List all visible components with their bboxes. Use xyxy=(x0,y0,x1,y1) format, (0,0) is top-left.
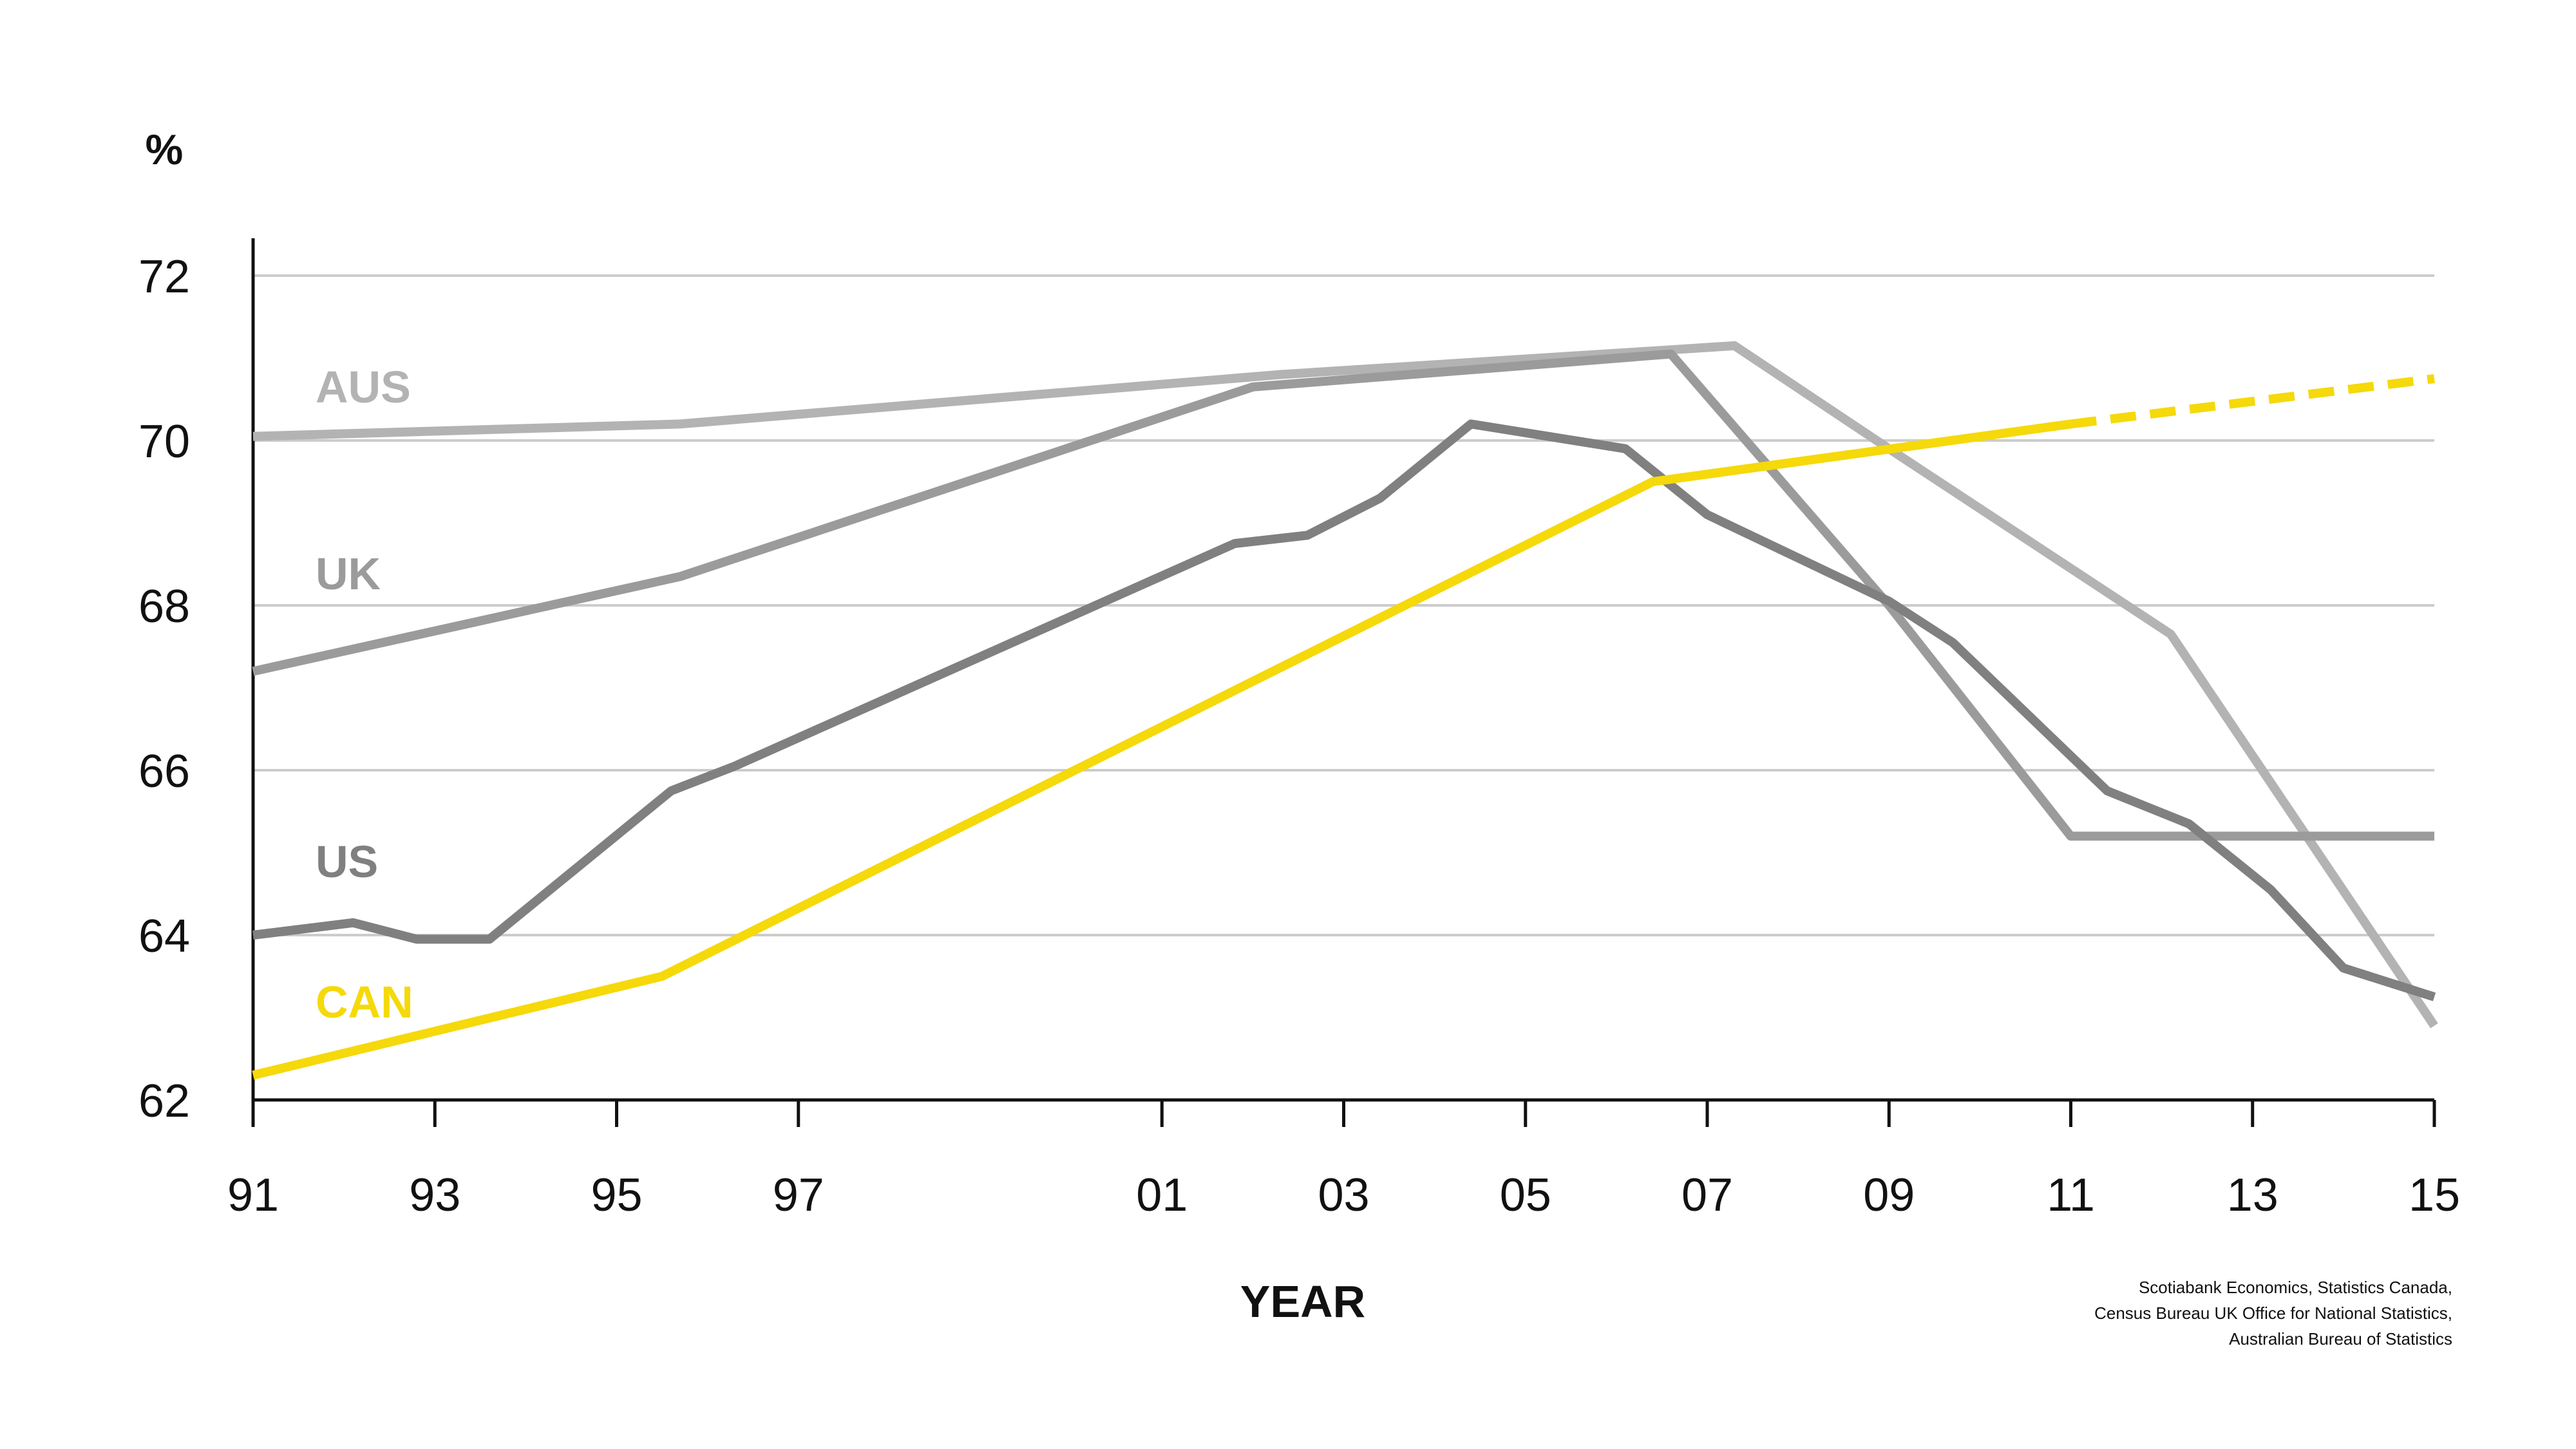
x-tick-label: 11 xyxy=(2047,1170,2095,1221)
x-tick-label: 97 xyxy=(773,1170,824,1221)
x-tick-label: 91 xyxy=(227,1170,279,1221)
source-line: Australian Bureau of Statistics xyxy=(2229,1329,2452,1349)
x-tick-label: 95 xyxy=(591,1170,642,1221)
series-labels: AUS UK US CAN xyxy=(316,362,413,1027)
x-tick-label: 93 xyxy=(409,1170,460,1221)
x-tick-label: 15 xyxy=(2409,1170,2460,1221)
x-axis-title: YEAR xyxy=(1240,1276,1365,1327)
series-line-aus xyxy=(252,341,2438,1028)
series-line-uk xyxy=(252,349,2434,841)
axes: 62 64 66 68 70 72 91 93 95 97 01 03 05 07 09 11 13 15 xyxy=(138,238,2460,1221)
y-tick-label: 66 xyxy=(138,746,190,797)
source-note: Scotiabank Economics, Statistics Canada,… xyxy=(2094,1278,2452,1349)
series-label-us: US xyxy=(316,837,378,887)
y-tick-label: 68 xyxy=(138,581,190,632)
y-unit-label: % xyxy=(146,126,184,173)
y-tick-label: 72 xyxy=(138,251,190,303)
x-tick-label: 07 xyxy=(1681,1170,1733,1221)
grid-lines xyxy=(253,274,2434,936)
x-tick-label: 03 xyxy=(1318,1170,1369,1221)
y-tick-label: 64 xyxy=(138,911,190,962)
series-line-can xyxy=(252,419,2072,1080)
series-line-us xyxy=(252,419,2436,1001)
x-tick-label: 05 xyxy=(1500,1170,1551,1221)
source-line: Scotiabank Economics, Statistics Canada, xyxy=(2139,1278,2452,1297)
x-tick-label: 09 xyxy=(1863,1170,1915,1221)
y-tick-label: 62 xyxy=(138,1075,190,1127)
y-tick-label: 70 xyxy=(138,416,190,468)
source-line: Census Bureau UK Office for National Sta… xyxy=(2094,1303,2452,1323)
series-lines xyxy=(252,341,2438,1080)
x-tick-label: 13 xyxy=(2227,1170,2278,1221)
series-label-can: CAN xyxy=(316,977,413,1027)
series-line-can-projection xyxy=(2070,374,2435,429)
series-label-aus: AUS xyxy=(316,362,411,412)
series-label-uk: UK xyxy=(316,549,381,599)
x-tick-label: 01 xyxy=(1136,1170,1188,1221)
